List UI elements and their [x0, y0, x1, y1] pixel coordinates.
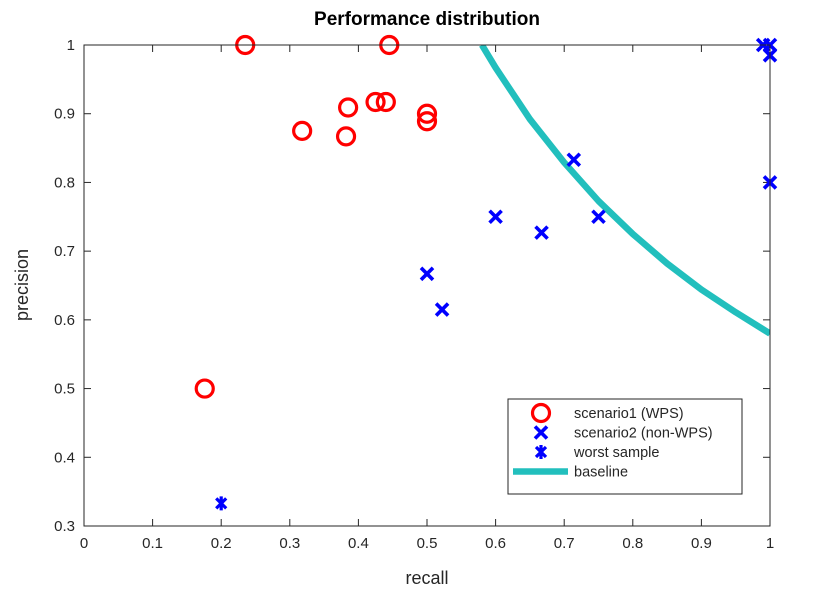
legend: scenario1 (WPS) scenario2 (non-WPS) worst … — [507, 398, 743, 495]
legend-label: baseline — [574, 465, 628, 481]
legend-label: worst sample — [573, 445, 659, 461]
y-tick-label: 0.8 — [54, 174, 75, 191]
worst-sample-point — [215, 496, 228, 511]
scenario1-point — [292, 120, 313, 141]
scenario1-point — [416, 103, 438, 124]
y-tick-label: 0.5 — [54, 381, 75, 398]
y-tick-label: 0.7 — [54, 243, 75, 260]
y-tick-label: 0.6 — [54, 312, 75, 329]
legend-swatch-worst-sample — [534, 445, 548, 459]
scenario2-point — [434, 302, 450, 317]
scenario2-point — [534, 225, 549, 240]
y-tick-label: 0.4 — [54, 449, 75, 466]
plot-frame — [83, 44, 771, 527]
x-tick-label: 0 — [80, 535, 88, 552]
x-tick-label: 0.5 — [417, 535, 438, 552]
x-tick-label: 0.1 — [142, 535, 163, 552]
legend-swatch-scenario1 — [530, 402, 552, 424]
scenario1-point — [416, 111, 438, 132]
scenario1-point — [365, 91, 386, 113]
scenario2-point — [591, 209, 606, 225]
y-tick-label: 1 — [67, 37, 75, 54]
legend-label: scenario1 (WPS) — [574, 406, 684, 422]
x-tick-label: 0.6 — [485, 535, 506, 552]
scenario2-point — [419, 266, 435, 282]
x-tick-label: 0.9 — [691, 535, 712, 552]
x-axis-label: recall — [405, 568, 448, 588]
scenario2-point — [566, 152, 582, 168]
scenario1-point — [338, 97, 359, 118]
scenario1-point — [375, 91, 396, 113]
legend-label: scenario2 (non-WPS) — [574, 426, 713, 442]
y-axis-label: precision — [12, 249, 32, 321]
legend-box — [507, 398, 743, 495]
scenario1-point — [335, 126, 357, 147]
y-tick-label: 0.9 — [54, 106, 75, 123]
baseline-curve — [479, 45, 770, 337]
y-tick-label: 0.3 — [54, 518, 75, 535]
chart-title: Performance distribution — [314, 9, 540, 30]
x-tick-label: 1 — [766, 535, 774, 552]
scenario1-point — [194, 378, 215, 399]
x-tick-label: 0.8 — [622, 535, 643, 552]
x-tick-label: 0.4 — [348, 535, 369, 552]
x-tick-label: 0.7 — [554, 535, 575, 552]
scenario2-point — [488, 209, 503, 225]
x-tick-label: 0.3 — [279, 535, 300, 552]
legend-swatch-scenario2 — [533, 425, 549, 440]
x-tick-label: 0.2 — [211, 535, 232, 552]
